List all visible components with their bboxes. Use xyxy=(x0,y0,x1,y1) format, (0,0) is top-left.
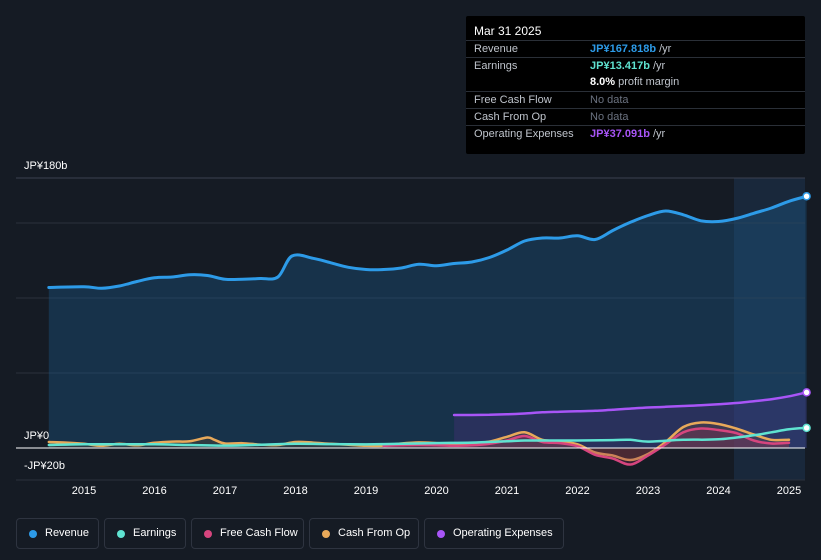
legend-operating-expenses[interactable]: Operating Expenses xyxy=(424,518,564,549)
tooltip-value: JP¥13.417b/yr xyxy=(590,60,666,72)
x-tick-label: 2021 xyxy=(494,485,520,497)
legend-dot-icon xyxy=(117,530,125,538)
data-tooltip: Mar 31 2025 Revenue JP¥167.818b/yr Earni… xyxy=(466,16,805,154)
tooltip-row-margin: 8.0% profit margin xyxy=(466,74,805,91)
x-tick-label: 2019 xyxy=(353,485,379,497)
operating-expenses-line xyxy=(452,391,808,417)
x-tick-label: 2025 xyxy=(776,485,802,497)
tooltip-row-opex: Operating Expenses JP¥37.091b/yr xyxy=(466,125,805,143)
x-tick-label: 2016 xyxy=(142,485,167,497)
revenue-line xyxy=(47,194,809,290)
tooltip-row-cfo: Cash From Op No data xyxy=(466,108,805,126)
y-axis-top-label: JP¥180b xyxy=(24,160,68,172)
tooltip-row-revenue: Revenue JP¥167.818b/yr xyxy=(466,40,805,58)
revenue-area xyxy=(48,196,807,448)
legend-dot-icon xyxy=(29,530,37,538)
tooltip-value: JP¥37.091b/yr xyxy=(590,128,666,140)
tooltip-label: Revenue xyxy=(474,43,519,55)
revenue-endpoint[interactable] xyxy=(802,192,811,201)
tooltip-label: Earnings xyxy=(474,60,518,72)
x-tick-label: 2024 xyxy=(706,485,731,497)
tooltip-value: 8.0% profit margin xyxy=(590,76,680,88)
free-cash-flow-area xyxy=(383,428,789,465)
operating-expenses-area xyxy=(454,392,807,448)
tooltip-value: No data xyxy=(590,94,629,106)
x-tick-label: 2020 xyxy=(424,485,449,497)
tooltip-label: Operating Expenses xyxy=(474,128,574,140)
tooltip-value: No data xyxy=(590,111,629,123)
legend-label: Cash From Op xyxy=(338,527,411,539)
operating-expenses-endpoint[interactable] xyxy=(802,388,811,397)
legend-revenue[interactable]: Revenue xyxy=(16,518,99,549)
legend-dot-icon xyxy=(437,530,445,538)
x-tick-label: 2018 xyxy=(283,485,308,497)
tooltip-value: JP¥167.818b/yr xyxy=(590,43,672,55)
legend-dot-icon xyxy=(204,530,212,538)
tooltip-label: Free Cash Flow xyxy=(474,94,552,106)
legend-label: Operating Expenses xyxy=(453,527,553,539)
earnings-line xyxy=(47,426,808,447)
tooltip-date: Mar 31 2025 xyxy=(474,24,542,38)
legend-label: Revenue xyxy=(45,527,90,539)
y-axis-zero-label: JP¥0 xyxy=(24,430,50,442)
x-tick-label: 2023 xyxy=(635,485,661,497)
earnings-endpoint[interactable] xyxy=(802,423,811,433)
cash-from-op-area xyxy=(48,422,790,461)
y-axis-bottom-label: -JP¥20b xyxy=(24,460,65,472)
legend-dot-icon xyxy=(322,530,330,538)
tooltip-row-fcf: Free Cash Flow No data xyxy=(466,91,805,109)
tooltip-label: Cash From Op xyxy=(474,111,547,123)
legend-cash-from-op[interactable]: Cash From Op xyxy=(309,518,419,549)
x-tick-label: 2022 xyxy=(565,485,590,497)
tooltip-row-earnings: Earnings JP¥13.417b/yr xyxy=(466,57,805,75)
x-tick-label: 2015 xyxy=(71,485,97,497)
legend-label: Free Cash Flow xyxy=(220,527,298,539)
x-tick-label: 2017 xyxy=(212,485,238,497)
legend-label: Earnings xyxy=(133,527,177,539)
free-cash-flow-line xyxy=(382,427,791,466)
legend-earnings[interactable]: Earnings xyxy=(104,518,186,549)
legend-free-cash-flow[interactable]: Free Cash Flow xyxy=(191,518,304,549)
